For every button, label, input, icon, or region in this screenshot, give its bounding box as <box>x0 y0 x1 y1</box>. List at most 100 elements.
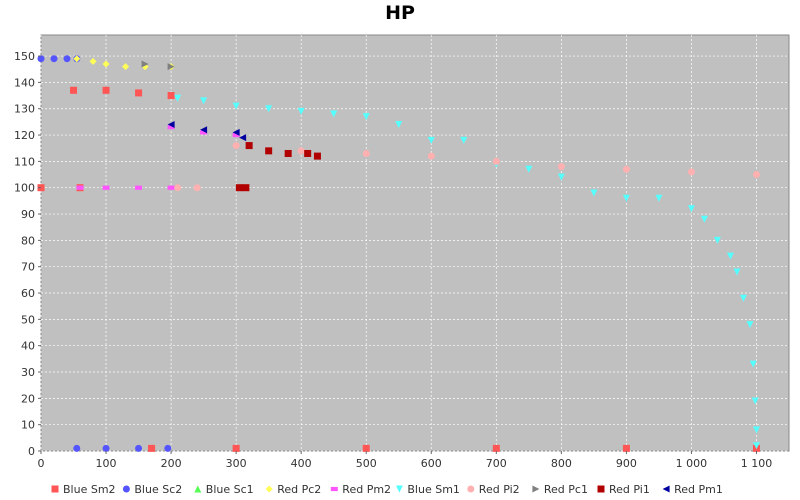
data-point-blue-sm1 <box>746 321 754 329</box>
y-axis: 0 10 20 30 40 50 60 70 80 90 100 110 120 130 140 150 <box>14 50 41 458</box>
data-point-blue-sm1 <box>265 105 273 113</box>
data-point-blue-sm2 <box>135 89 143 97</box>
data-point-blue-sm2 <box>167 92 175 100</box>
series-red-pm1 <box>167 121 247 142</box>
series-red-pi1 <box>235 142 321 192</box>
legend-item-red-pm1: Red Pm1 <box>662 483 723 496</box>
legend: Blue Sm2 Blue Sc2 Blue Sc1 Red Pc2 Red Pm2 Bl… <box>51 483 723 496</box>
legend-item-red-pm2: Red Pm2 <box>330 483 391 496</box>
data-point-red-pi2 <box>492 157 500 165</box>
x-tick-label: 900 <box>616 457 637 470</box>
y-tick-label: 110 <box>14 155 35 168</box>
data-point-red-pi2 <box>174 184 182 192</box>
y-tick-label: 50 <box>21 313 35 326</box>
data-point-blue-sm1 <box>751 397 759 405</box>
data-point-blue-sc2 <box>37 55 45 63</box>
data-point-red-pc2 <box>102 60 110 68</box>
legend-marker-blue-sc1 <box>194 485 202 493</box>
data-point-red-pc2 <box>122 63 130 71</box>
y-tick-label: 0 <box>28 445 35 458</box>
data-point-red-pi2 <box>297 147 305 155</box>
data-point-blue-sm2 <box>362 444 370 452</box>
y-tick-label: 80 <box>21 234 35 247</box>
data-point-red-pm2 <box>102 185 110 190</box>
data-point-red-pi2 <box>193 184 201 192</box>
data-point-blue-sm2 <box>148 444 156 452</box>
data-point-red-pm1 <box>239 134 247 142</box>
data-point-blue-sc2 <box>63 55 71 63</box>
data-point-red-pi2 <box>557 163 565 171</box>
y-tick-label: 70 <box>21 261 35 274</box>
data-point-red-pm2 <box>76 185 84 190</box>
legend-item-blue-sm1: Blue Sm1 <box>395 483 460 496</box>
x-axis: 0 100 200 300 400 500 600 700 800 900 1 000 1 100 <box>38 451 773 470</box>
data-point-blue-sm1 <box>655 194 663 202</box>
data-point-blue-sm1 <box>460 136 468 144</box>
data-point-red-pm2 <box>232 132 240 138</box>
plot-background <box>40 34 790 452</box>
series-red-pm2 <box>76 125 240 190</box>
legend-marker-red-pc2 <box>265 485 273 493</box>
y-tick-label: 100 <box>14 182 35 195</box>
data-point-blue-sm1 <box>713 236 721 244</box>
data-point-blue-sm2 <box>622 444 630 452</box>
x-tick-label: 200 <box>161 457 182 470</box>
x-tick-label: 600 <box>421 457 442 470</box>
data-point-red-pi2 <box>427 152 435 160</box>
data-point-blue-sc2 <box>135 444 143 452</box>
x-tick-label: 400 <box>291 457 312 470</box>
data-point-red-pi2 <box>687 168 695 176</box>
data-point-blue-sm1 <box>733 268 741 276</box>
legend-label-red-pm1: Red Pm1 <box>674 483 723 496</box>
data-point-red-pi2 <box>752 171 760 179</box>
data-point-red-pi1 <box>242 184 250 192</box>
legend-label-blue-sc1: Blue Sc1 <box>206 483 254 496</box>
x-tick-label: 100 <box>96 457 117 470</box>
x-tick-label: 800 <box>551 457 572 470</box>
data-point-red-pc2 <box>89 57 97 65</box>
legend-item-red-pc2: Red Pc2 <box>265 483 321 496</box>
data-point-blue-sm1 <box>726 252 734 260</box>
data-point-red-pi1 <box>245 142 253 150</box>
y-tick-label: 150 <box>14 50 35 63</box>
y-tick-label: 30 <box>21 366 35 379</box>
data-point-red-pi2 <box>622 165 630 173</box>
y-tick-label: 10 <box>21 419 35 432</box>
data-point-red-pm2 <box>167 185 175 190</box>
legend-item-blue-sc2: Blue Sc2 <box>122 483 182 496</box>
series-red-pc1 <box>141 60 175 71</box>
data-point-red-pi1 <box>313 152 321 160</box>
data-point-blue-sm2 <box>232 444 240 452</box>
chart-title: HP <box>385 2 415 24</box>
legend-item-blue-sm2: Blue Sm2 <box>51 483 116 496</box>
y-tick-label: 140 <box>14 76 35 89</box>
y-tick-label: 90 <box>21 208 35 221</box>
legend-marker-red-pm1 <box>662 485 670 493</box>
legend-marker-red-pc1 <box>532 485 540 493</box>
y-tick-label: 60 <box>21 287 35 300</box>
x-tick-label: 1 100 <box>741 457 773 470</box>
data-point-blue-sc2 <box>73 444 81 452</box>
data-point-blue-sm1 <box>590 189 598 197</box>
data-point-red-pi1 <box>304 149 312 157</box>
data-point-blue-sm1 <box>525 165 533 173</box>
data-point-red-pi1 <box>284 149 292 157</box>
data-point-blue-sm1 <box>700 215 708 223</box>
data-point-red-pi2 <box>232 142 240 150</box>
data-point-blue-sm1 <box>752 442 760 450</box>
legend-marker-red-pi1 <box>597 485 605 493</box>
series-blue-sm1 <box>174 94 760 450</box>
legend-item-red-pi1: Red Pi1 <box>597 483 650 496</box>
data-point-blue-sc2 <box>50 55 58 63</box>
x-tick-label: 300 <box>226 457 247 470</box>
data-point-blue-sm2 <box>492 444 500 452</box>
legend-label-blue-sm2: Blue Sm2 <box>63 483 116 496</box>
data-point-blue-sc2 <box>164 444 172 452</box>
legend-marker-red-pi2 <box>467 485 475 493</box>
legend-label-blue-sc2: Blue Sc2 <box>134 483 182 496</box>
data-point-red-pm1 <box>167 121 175 129</box>
data-point-blue-sm2 <box>70 86 78 94</box>
data-point-red-pc1 <box>141 60 149 68</box>
legend-label-red-pi2: Red Pi2 <box>479 483 520 496</box>
